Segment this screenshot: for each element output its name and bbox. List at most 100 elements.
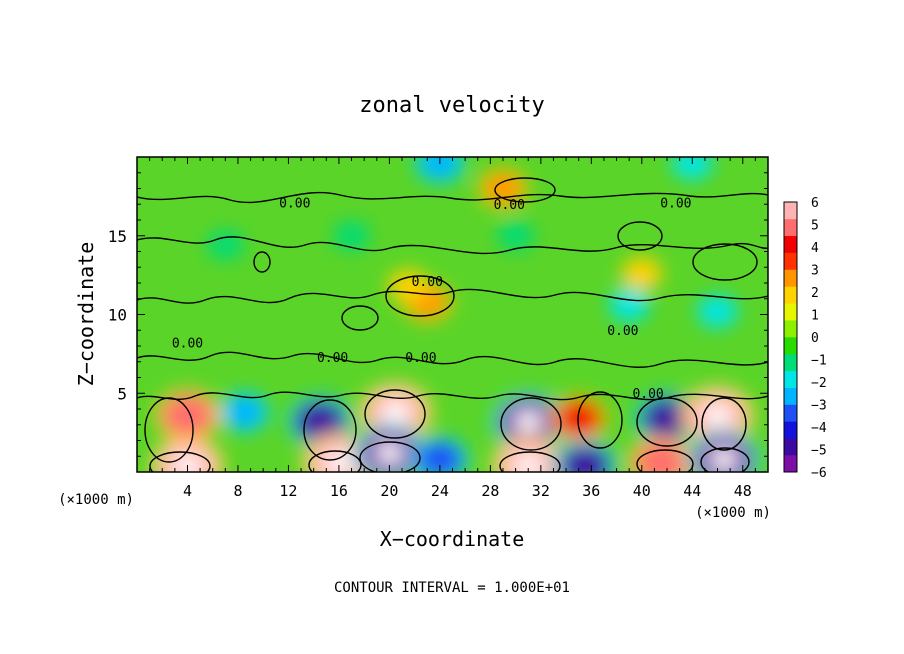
velocity-feature-peak: [376, 442, 403, 464]
colorbar-segment: [784, 286, 797, 304]
colorbar-tick-label: −4: [811, 421, 827, 436]
contour-line: [359, 441, 421, 472]
contour-line: [364, 389, 426, 439]
velocity-feature-core: [336, 223, 367, 248]
velocity-feature-core: [420, 157, 460, 180]
colorbar-tick-label: 4: [811, 241, 819, 256]
x-tick-label: 8: [233, 482, 242, 500]
contour-line: [253, 251, 271, 273]
contour-line: [636, 397, 698, 447]
velocity-feature-peak: [710, 448, 737, 471]
colorbar-segment: [784, 337, 797, 355]
contour-line: [137, 351, 768, 368]
contour-line: [385, 275, 455, 317]
contour-line: [700, 447, 750, 472]
x-tick-label: 28: [481, 482, 499, 500]
colorbar-tick-label: 5: [811, 219, 819, 234]
contour-line: [500, 397, 562, 451]
x-tick-label: 36: [582, 482, 600, 500]
velocity-feature-core: [625, 260, 659, 287]
velocity-feature-core: [701, 298, 734, 325]
velocity-feature-core: [417, 441, 463, 472]
y-axis-ticks: 5 10 15: [108, 172, 768, 457]
colorbar-tick-label: −3: [811, 399, 827, 414]
colorbar-segment: [784, 404, 797, 422]
x-unit-label: (×1000 m): [695, 505, 771, 521]
contour-label: 0.00: [660, 196, 691, 211]
velocity-feature-peak: [515, 410, 542, 433]
chart-title: zonal velocity: [359, 93, 544, 118]
colorbar-tick-label: 2: [811, 286, 819, 301]
contour-line: [303, 399, 357, 461]
x-tick-label: 32: [532, 482, 550, 500]
colorbar-tick-label: 1: [811, 309, 819, 324]
velocity-field: [150, 157, 761, 472]
colorbar-tick-label: 3: [811, 264, 819, 279]
colorbar-tick-label: 0: [811, 331, 819, 346]
contour-line: [137, 191, 768, 204]
contour-line: [577, 391, 623, 449]
colorbar-segment: [784, 303, 797, 321]
colorbar-segment: [784, 202, 797, 220]
contour-line: [499, 451, 561, 472]
y-axis-label: Z−coordinate: [74, 242, 98, 387]
y-tick-label: 5: [117, 384, 127, 403]
contour-line: [341, 305, 379, 331]
contour-label: 0.00: [494, 198, 525, 213]
x-tick-label: 44: [683, 482, 701, 500]
velocity-feature-peak: [174, 455, 201, 472]
colorbar-segment: [784, 235, 797, 253]
contour-line: [144, 397, 194, 463]
contour-label: 0.00: [412, 275, 443, 290]
colorbar-segment: [784, 252, 797, 270]
velocity-feature-core: [224, 396, 264, 428]
colorbar-tick-label: 6: [811, 196, 819, 211]
zero-contours: [137, 177, 768, 472]
contour-label: 0.00: [632, 387, 663, 402]
colorbar-segment: [784, 320, 797, 338]
colorbar-frame: [783, 201, 798, 473]
velocity-feature-core: [559, 444, 612, 472]
x-tick-label: 16: [330, 482, 348, 500]
contour-line: [494, 177, 556, 203]
contour-label: 0.00: [172, 337, 203, 352]
contour-line: [701, 397, 747, 451]
contour-label: 0.00: [317, 351, 348, 366]
contour-labels: 0.00 0.00 0.00 0.00 0.00 0.00 0.00 0.00 0.00: [172, 196, 692, 402]
colorbar-tick-label: −1: [811, 354, 827, 369]
velocity-feature-core: [293, 400, 346, 443]
x-tick-label: 24: [431, 482, 449, 500]
colorbar-segment: [784, 438, 797, 456]
x-axis-ticks: 4 8 12 16 20 24 28 32 36 40 44 48: [149, 157, 756, 500]
velocity-feature-core: [641, 397, 694, 440]
contour-line: [308, 450, 362, 472]
x-tick-label: 20: [380, 482, 398, 500]
x-tick-label: 4: [183, 482, 192, 500]
contour-line: [137, 391, 768, 401]
y-tick-label: 10: [108, 306, 127, 325]
colorbar-tick-label: −2: [811, 376, 827, 391]
colorbar-segment: [784, 421, 797, 439]
contour-line: [636, 449, 694, 472]
colorbar-tick-label: −6: [811, 466, 827, 481]
z-unit-label: (×1000 m): [58, 492, 134, 508]
contour-label: 0.00: [279, 196, 310, 211]
colorbar-segment: [784, 387, 797, 405]
x-tick-label: 40: [633, 482, 651, 500]
velocity-feature-peak: [704, 404, 731, 426]
velocity-feature-core: [612, 291, 646, 319]
velocity-feature-peak: [325, 451, 353, 472]
contour-line: [137, 288, 768, 304]
colorbar: 6 5 4 3 2 1 0 −1 −2 −3 −4 −5 −6: [783, 196, 827, 481]
velocity-feature-core: [161, 394, 214, 437]
contour-line: [692, 243, 758, 281]
velocity-feature-core: [634, 441, 687, 472]
x-axis-label: X−coordinate: [380, 527, 525, 551]
contour-label: 0.00: [607, 324, 638, 339]
colorbar-segment: [784, 269, 797, 287]
velocity-feature-peak: [515, 455, 542, 472]
x-tick-label: 48: [734, 482, 752, 500]
colorbar-segment: [784, 353, 797, 372]
